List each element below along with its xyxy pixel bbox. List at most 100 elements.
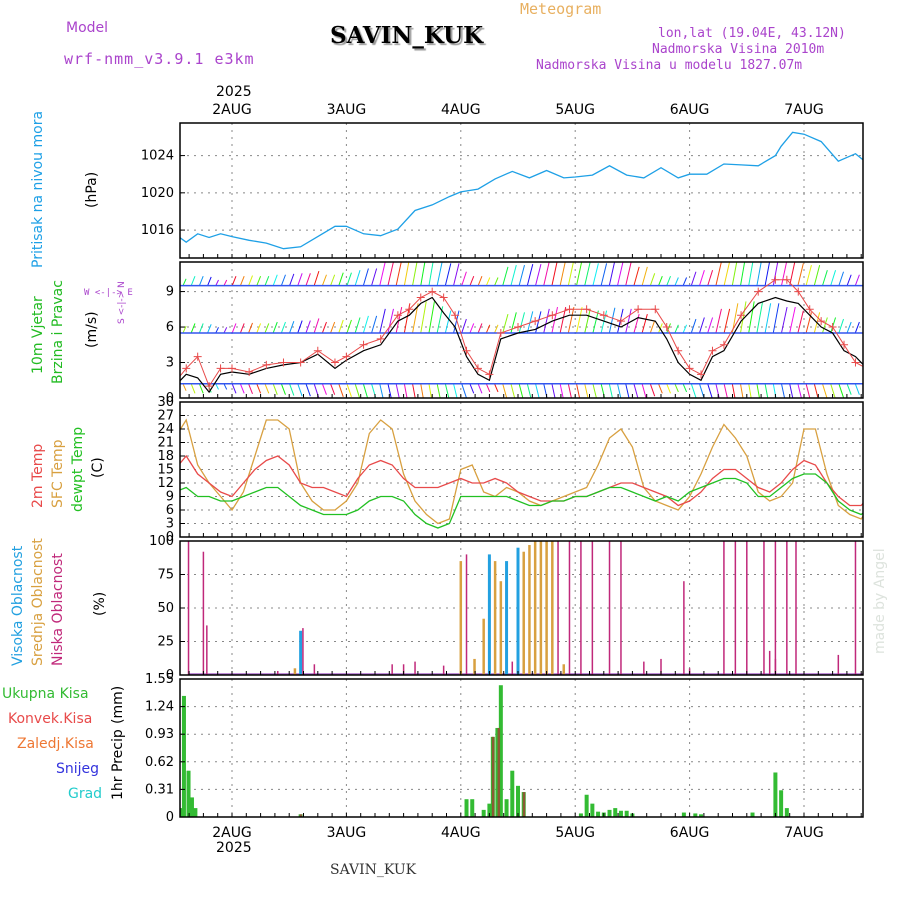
wind-barb [289,321,295,334]
cloud-bar-low [786,541,788,675]
wind-barb [436,383,441,398]
wind-barb [584,383,589,398]
wind-barb [699,270,705,286]
wind-barb [707,270,714,286]
wind-barb [707,383,713,398]
cloud-bar-low [414,661,416,675]
wind-barb [872,323,876,332]
wind-barb [436,262,443,286]
wind-barb [256,383,262,394]
wind-barb [872,384,876,393]
wind-barb [576,262,583,286]
wind-barb [510,383,516,398]
wind-barb [797,310,804,334]
wind-barb [756,302,763,334]
wind-barb [305,273,311,286]
wind-gust-marker [359,340,368,349]
cloud-bar-mid [473,658,476,675]
wind-barb [617,383,622,398]
wind-gust-marker [634,305,643,314]
wind-barb [633,383,639,398]
wind-barb [830,383,836,398]
cloud-bar-mid [528,545,531,675]
wind-gust-marker [376,334,385,343]
wind-barb [444,263,452,286]
y-tick-label: 30 [157,395,174,410]
wind-barb [592,263,599,286]
wind-barb [863,323,867,332]
precip-total-bar [613,808,618,817]
legend-freezing-rain: Zaledj.Kisa [17,736,94,752]
wind-barb [190,275,196,286]
wind-barb [379,262,386,286]
cloud-bar-low [746,541,748,675]
wind-barb [846,321,852,334]
wind-barb [748,262,754,286]
cloud-bar-low [557,541,559,675]
t2m-line [180,454,863,507]
wind-barb [872,276,876,285]
wind-gust-marker [805,305,814,314]
wind-gust-marker [851,358,860,367]
wind-barb [641,314,648,334]
wind-gust-marker [405,305,414,314]
precip-total-bar [693,813,698,817]
wind-barb [321,383,327,395]
wind-gust-marker [330,358,339,367]
y-tick-label: 1024 [141,149,174,164]
y-tick-label: 15 [157,463,174,478]
wind-barb [330,321,336,334]
wind-barb [321,321,327,334]
wind-gust-marker [262,360,271,369]
wind-barb [453,383,458,398]
wind-barb [822,317,828,334]
wind-barb [256,323,262,334]
cloud-bar-low [643,661,645,675]
precip-total-bar [510,770,515,817]
y-tick-label: 50 [157,601,174,616]
wind-barb [289,273,295,286]
y-tick-label: 0 [166,810,174,825]
wind-barb [453,263,460,286]
wind-barb [198,323,204,334]
wind-barb [412,383,416,398]
wind-barb [190,323,196,334]
wind-barb [239,383,245,394]
pressure-line [180,131,863,250]
year-top: 2025 [216,84,252,100]
wind-barb [428,262,434,286]
panel-frame [179,261,864,399]
wind-barb [641,266,648,286]
wind-barb [223,327,228,334]
wind-barb [846,383,852,395]
wind-barb [559,383,564,398]
wind-barb [395,383,400,398]
wind-barb [854,321,860,334]
precip-total-bar [487,803,492,817]
wind-barb [403,383,408,398]
wind-barb [518,383,524,398]
wind-gust-marker [708,346,717,355]
wind-barb [789,383,794,398]
wind-barb [880,278,883,286]
wind-gust-marker [674,346,683,355]
wind-barb [576,383,581,398]
wind-gust-marker [754,287,763,296]
cloud-bar-low [580,541,582,675]
y-tick-label: 75 [157,568,174,583]
wind-barb [723,308,731,334]
wind-barb [707,317,714,334]
wind-barb [608,307,616,334]
wind-gust-marker [416,293,425,302]
wind-barb [346,383,352,397]
wind-barb [658,275,663,286]
wind-barb [239,323,245,334]
wind-barb [182,278,187,286]
wind-barb [223,279,228,286]
wind-barb [896,325,899,333]
panel-frame [179,540,864,676]
x-tick-label-bottom: 5AUG [555,825,595,841]
cloud-bar-low [795,541,797,675]
cloud-bar-low [723,541,725,675]
